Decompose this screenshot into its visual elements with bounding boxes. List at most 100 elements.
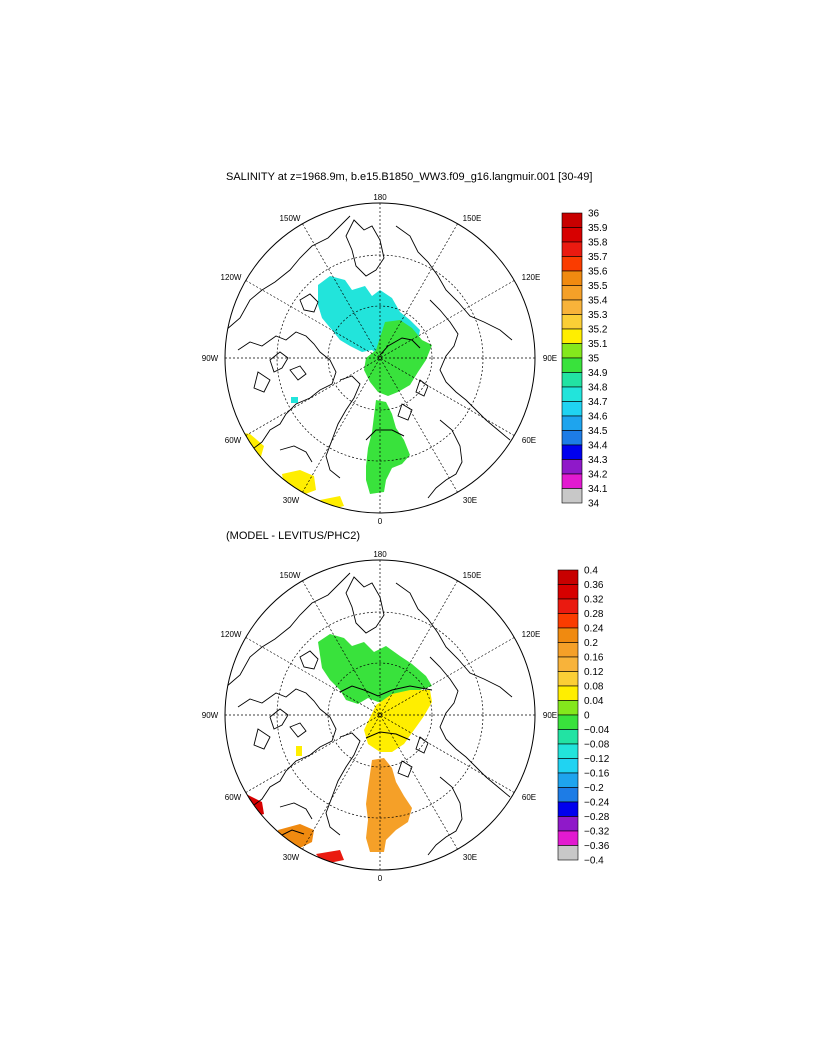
colorbar-box bbox=[557, 627, 579, 643]
difference-map: 180 0 150W 150E 120W 120E 90W 90E 60W 60… bbox=[202, 550, 610, 883]
lon-label-150w: 150W bbox=[280, 214, 301, 223]
colorbar-salinity: 36 35.9 35.8 35.7 35.6 35.5 35.4 35.3 35.2 35.1 35… bbox=[561, 209, 608, 510]
lon-label-90w: 90W bbox=[202, 711, 219, 720]
colorbar-box bbox=[557, 584, 579, 600]
map-boundary bbox=[224, 559, 536, 871]
colorbar-label: −0.16 bbox=[584, 769, 610, 780]
colorbar-box bbox=[557, 685, 579, 701]
field-region-orange bbox=[366, 758, 412, 852]
colorbar-label: −0.36 bbox=[584, 841, 610, 852]
graticule bbox=[225, 560, 535, 870]
colorbar-label: −0.2 bbox=[584, 783, 604, 794]
colorbar-box bbox=[561, 386, 583, 402]
colorbar-label: 34 bbox=[588, 499, 600, 510]
colorbar-label: 0 bbox=[584, 711, 590, 722]
lon-label-30w: 30W bbox=[283, 496, 300, 505]
colorbar-box bbox=[561, 227, 583, 243]
field-region-yellow-small bbox=[296, 746, 302, 756]
colorbar-label: 0.04 bbox=[584, 696, 604, 707]
lon-label-120w: 120W bbox=[221, 630, 242, 639]
colorbar-box bbox=[561, 430, 583, 446]
colorbar-box bbox=[561, 270, 583, 286]
salinity-field bbox=[225, 215, 513, 510]
colorbar-label: 0.2 bbox=[584, 638, 598, 649]
graticule bbox=[225, 203, 535, 513]
lon-label-60e: 60E bbox=[522, 436, 536, 445]
contour-line bbox=[339, 685, 433, 697]
colorbar-box bbox=[557, 642, 579, 658]
colorbar-label: 0.16 bbox=[584, 653, 604, 664]
colorbar-box bbox=[561, 241, 583, 257]
lon-label-180: 180 bbox=[373, 550, 387, 559]
colorbar-label: 0.28 bbox=[584, 609, 604, 620]
colorbar-box bbox=[561, 473, 583, 489]
colorbar-label: −0.08 bbox=[584, 740, 610, 751]
field-region-yellow bbox=[364, 690, 432, 752]
colorbar-label: 35.1 bbox=[588, 339, 608, 350]
coastlines bbox=[225, 572, 513, 856]
colorbar-box bbox=[561, 212, 583, 228]
contour-line bbox=[365, 731, 411, 741]
colorbar-box bbox=[557, 613, 579, 629]
colorbar-label: 35.3 bbox=[588, 310, 608, 321]
lon-label-0: 0 bbox=[378, 874, 383, 883]
colorbar-label: 34.4 bbox=[588, 441, 608, 452]
colorbar-label: 34.5 bbox=[588, 426, 608, 437]
colorbar-label: 0.24 bbox=[584, 624, 604, 635]
lon-label-60w: 60W bbox=[225, 793, 242, 802]
lon-label-60w: 60W bbox=[225, 436, 242, 445]
colorbar-label: 34.1 bbox=[588, 484, 608, 495]
colorbar-box bbox=[561, 299, 583, 315]
colorbar-box bbox=[561, 328, 583, 344]
colorbar-label: −0.24 bbox=[584, 798, 610, 809]
lon-label-150e: 150E bbox=[463, 214, 482, 223]
colorbar-box bbox=[561, 444, 583, 460]
colorbar-box bbox=[557, 700, 579, 716]
contour-line bbox=[279, 829, 305, 837]
colorbar-box bbox=[557, 671, 579, 687]
colorbar-label: 0.36 bbox=[584, 580, 604, 591]
field-region-yellow-2 bbox=[282, 470, 316, 496]
colorbar-box bbox=[561, 372, 583, 388]
field-region-green bbox=[318, 634, 432, 704]
colorbar-box bbox=[561, 343, 583, 359]
lon-label-120w: 120W bbox=[221, 273, 242, 282]
colorbar-box bbox=[561, 488, 583, 504]
colorbar-box bbox=[561, 415, 583, 431]
colorbar-box bbox=[557, 743, 579, 759]
panel1-title: SALINITY at z=1968.9m, b.e15.B1850_WW3.f… bbox=[226, 171, 593, 183]
colorbar-label: 35.4 bbox=[588, 296, 608, 307]
colorbar-label: 0.12 bbox=[584, 667, 604, 678]
colorbar-box bbox=[557, 714, 579, 730]
lon-label-90w: 90W bbox=[202, 354, 219, 363]
colorbar-box bbox=[557, 801, 579, 817]
colorbar-label: −0.32 bbox=[584, 827, 610, 838]
colorbar-box bbox=[557, 656, 579, 672]
colorbar-box bbox=[561, 256, 583, 272]
lon-label-30w: 30W bbox=[283, 853, 300, 862]
colorbar-label: 34.9 bbox=[588, 368, 608, 379]
field-region-green-2 bbox=[366, 400, 410, 494]
panel2-title: (MODEL - LEVITUS/PHC2) bbox=[226, 530, 361, 542]
colorbar-label: 35.5 bbox=[588, 281, 608, 292]
field-region-orange-small bbox=[278, 824, 314, 850]
colorbar-box bbox=[557, 845, 579, 861]
map-boundary bbox=[224, 202, 536, 514]
lon-label-30e: 30E bbox=[463, 853, 477, 862]
lon-label-150w: 150W bbox=[280, 571, 301, 580]
lon-label-120e: 120E bbox=[522, 273, 541, 282]
colorbar-label: 34.8 bbox=[588, 383, 608, 394]
colorbar-label: −0.12 bbox=[584, 754, 610, 765]
colorbar-label: 35.6 bbox=[588, 267, 608, 278]
contour-line bbox=[365, 429, 405, 441]
colorbar-label: 35 bbox=[588, 354, 600, 365]
lon-label-180: 180 bbox=[373, 193, 387, 202]
colorbar-box bbox=[557, 758, 579, 774]
colorbar-label: −0.4 bbox=[584, 856, 604, 867]
colorbar-label: 34.6 bbox=[588, 412, 608, 423]
colorbar-label: 0.4 bbox=[584, 566, 598, 577]
colorbar-box bbox=[557, 772, 579, 788]
colorbar-label: 36 bbox=[588, 209, 600, 220]
colorbar-box bbox=[557, 729, 579, 745]
